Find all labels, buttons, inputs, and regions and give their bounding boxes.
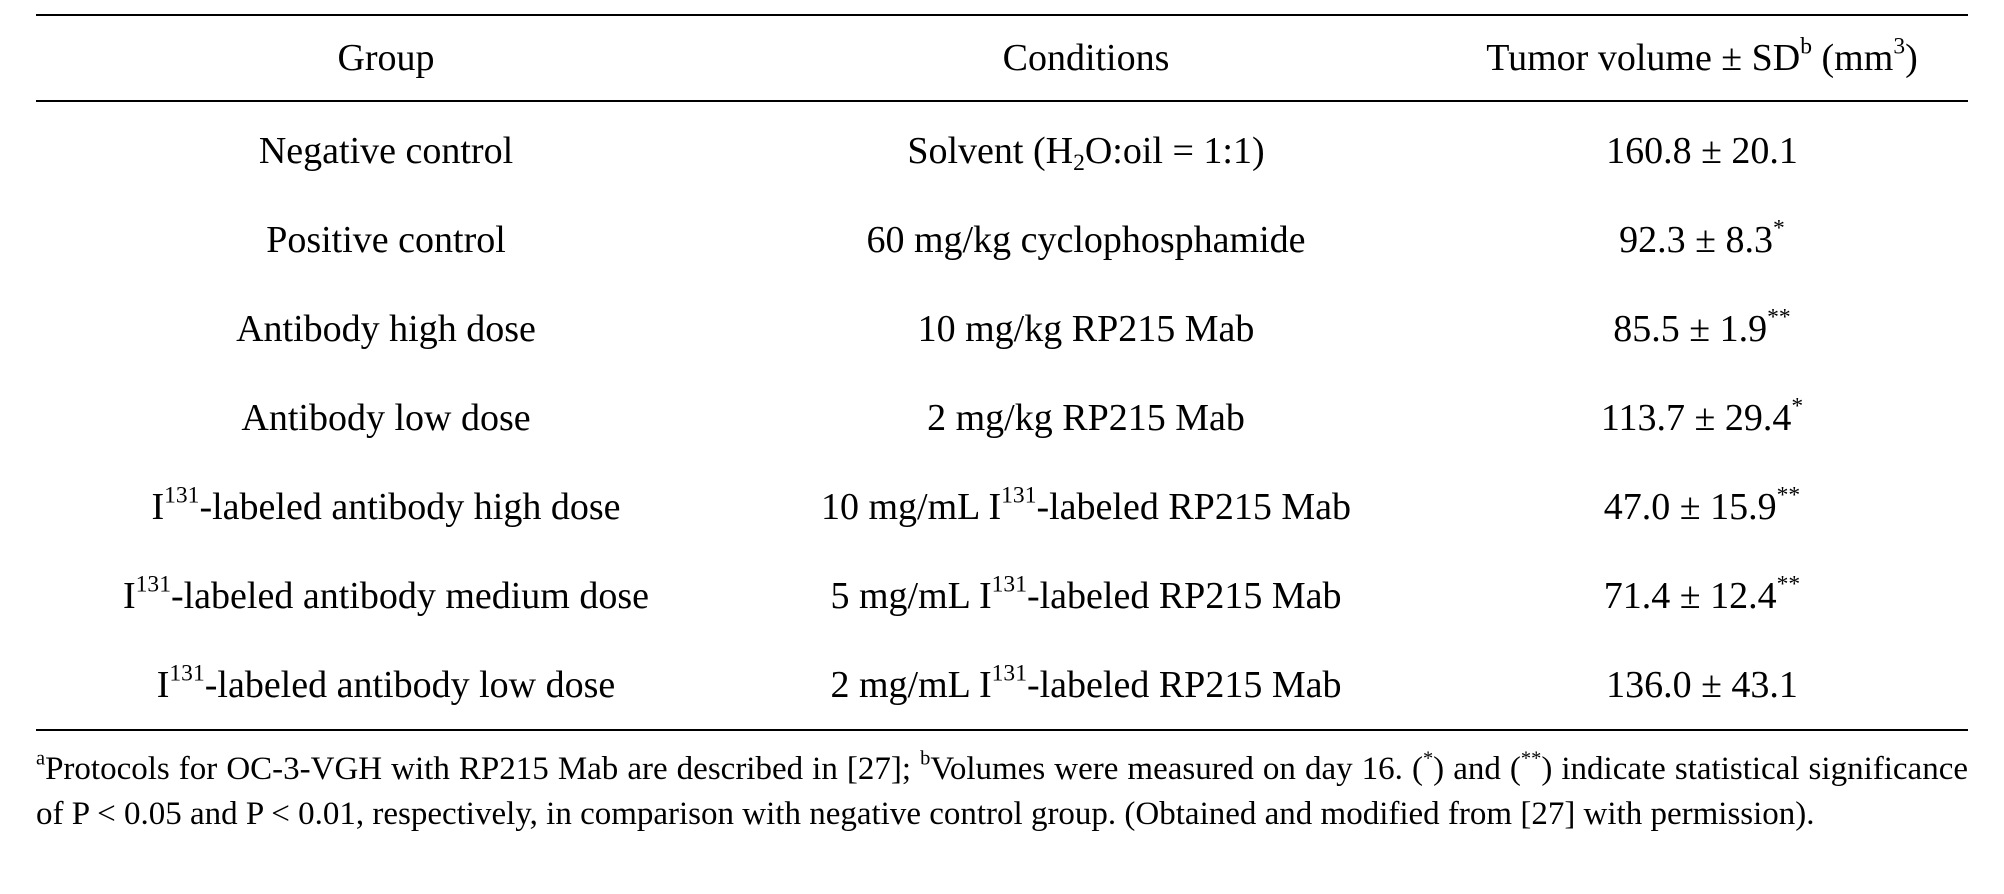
- conditions-subscript: 2: [1073, 149, 1085, 176]
- footnote-star-single: *: [1422, 747, 1434, 770]
- group-isotope-mass: 131: [169, 660, 205, 687]
- conditions-text: 10 mg/kg RP215 Mab: [917, 307, 1255, 350]
- footnote-b-text: Volumes were measured on day 16. (: [930, 751, 1423, 787]
- conditions-text-rest: -labeled RP215 Mab: [1026, 574, 1342, 617]
- tumor-volume-table: Group Conditions Tumor volume ± SDb (mm3…: [36, 16, 1968, 729]
- conditions-isotope-mass: 131: [1001, 482, 1037, 509]
- conditions-isotope-mass: 131: [991, 660, 1027, 687]
- conditions-text: 2 mg/kg RP215 Mab: [927, 396, 1245, 439]
- group-text: Positive control: [266, 218, 506, 261]
- group-text: I: [122, 574, 136, 617]
- volume-value: 85.5 ± 1.9: [1613, 307, 1768, 350]
- cell-conditions: 2 mg/kg RP215 Mab: [736, 373, 1436, 462]
- header-rule: [36, 100, 1968, 102]
- group-text-rest: -labeled antibody medium dose: [170, 574, 650, 617]
- table-row: I131-labeled antibody low dose 2 mg/mL I1…: [36, 640, 1968, 729]
- volume-value: 136.0 ± 43.1: [1606, 663, 1798, 706]
- significance-mark: **: [1767, 304, 1791, 331]
- conditions-text: 2 mg/mL I: [830, 663, 992, 706]
- group-text-rest: -labeled antibody high dose: [199, 485, 621, 528]
- cell-tumor-volume: 160.8 ± 20.1: [1436, 102, 1968, 195]
- header-tumor-volume: Tumor volume ± SDb (mm3): [1436, 16, 1968, 100]
- cell-conditions: Solvent (H2O:oil = 1:1): [736, 102, 1436, 195]
- table-body: Negative control Solvent (H2O:oil = 1:1) 1…: [36, 102, 1968, 729]
- cell-tumor-volume: 85.5 ± 1.9**: [1436, 284, 1968, 373]
- conditions-text: 5 mg/mL I: [830, 574, 992, 617]
- group-isotope-mass: 131: [135, 571, 171, 598]
- group-text: I: [151, 485, 165, 528]
- group-text: Negative control: [258, 129, 514, 172]
- cell-group: Negative control: [36, 102, 736, 195]
- cell-group: I131-labeled antibody high dose: [36, 462, 736, 551]
- footnote-mark-b: b: [920, 747, 931, 770]
- cell-group: Antibody high dose: [36, 284, 736, 373]
- footnote-end-text: ) indicate statistical significance of P…: [36, 751, 1968, 832]
- cell-tumor-volume: 47.0 ± 15.9**: [1436, 462, 1968, 551]
- cell-tumor-volume: 113.7 ± 29.4*: [1436, 373, 1968, 462]
- bottom-rule: [36, 729, 1968, 731]
- group-text: Antibody low dose: [241, 396, 531, 439]
- footnote-star-double: **: [1520, 747, 1542, 770]
- table-footnote: aProtocols for OC-3-VGH with RP215 Mab a…: [36, 747, 1968, 837]
- table-row: Antibody low dose 2 mg/kg RP215 Mab 113.7 …: [36, 373, 1968, 462]
- conditions-text-rest: -labeled RP215 Mab: [1036, 485, 1351, 528]
- cell-conditions: 10 mg/kg RP215 Mab: [736, 284, 1436, 373]
- table-row: I131-labeled antibody medium dose 5 mg/mL…: [36, 551, 1968, 640]
- header-unit-close: ): [1905, 37, 1918, 79]
- cell-tumor-volume: 136.0 ± 43.1: [1436, 640, 1968, 729]
- cell-conditions: 2 mg/mL I131-labeled RP215 Mab: [736, 640, 1436, 729]
- header-footnote-mark: b: [1800, 33, 1813, 60]
- significance-mark: **: [1776, 482, 1801, 509]
- cell-group: I131-labeled antibody low dose: [36, 640, 736, 729]
- group-isotope-mass: 131: [164, 482, 200, 509]
- table-document: Group Conditions Tumor volume ± SDb (mm3…: [36, 14, 1968, 837]
- footnote-mid-text: ) and (: [1433, 751, 1521, 787]
- footnote-mark-a: a: [36, 747, 46, 770]
- significance-mark: *: [1791, 393, 1804, 420]
- header-tumor-volume-label: Tumor volume ± SD: [1486, 37, 1801, 79]
- volume-value: 92.3 ± 8.3: [1619, 218, 1774, 261]
- table-row: I131-labeled antibody high dose 10 mg/mL …: [36, 462, 1968, 551]
- volume-value: 113.7 ± 29.4: [1600, 396, 1792, 439]
- group-text-rest: -labeled antibody low dose: [204, 663, 616, 706]
- group-text: Antibody high dose: [236, 307, 536, 350]
- cell-group: Antibody low dose: [36, 373, 736, 462]
- cell-tumor-volume: 71.4 ± 12.4**: [1436, 551, 1968, 640]
- cell-tumor-volume: 92.3 ± 8.3*: [1436, 195, 1968, 284]
- conditions-text-rest: -labeled RP215 Mab: [1026, 663, 1342, 706]
- conditions-text: 10 mg/mL I: [821, 485, 1002, 528]
- cell-conditions: 60 mg/kg cyclophosphamide: [736, 195, 1436, 284]
- header-row: Group Conditions Tumor volume ± SDb (mm3…: [36, 16, 1968, 100]
- cell-conditions: 5 mg/mL I131-labeled RP215 Mab: [736, 551, 1436, 640]
- footnote-a-text: Protocols for OC-3-VGH with RP215 Mab ar…: [45, 751, 921, 787]
- group-text: I: [156, 663, 170, 706]
- cell-group: Positive control: [36, 195, 736, 284]
- cell-conditions: 10 mg/mL I131-labeled RP215 Mab: [736, 462, 1436, 551]
- conditions-text-rest: O:oil = 1:1): [1084, 129, 1265, 172]
- significance-mark: **: [1776, 571, 1801, 598]
- volume-value: 47.0 ± 15.9: [1603, 485, 1777, 528]
- top-rule: [36, 14, 1968, 16]
- table-row: Negative control Solvent (H2O:oil = 1:1) 1…: [36, 102, 1968, 195]
- header-unit-open: (mm: [1812, 37, 1894, 79]
- conditions-text: 60 mg/kg cyclophosphamide: [866, 218, 1306, 261]
- header-unit-exponent: 3: [1893, 33, 1906, 60]
- volume-value: 71.4 ± 12.4: [1603, 574, 1777, 617]
- table-row: Antibody high dose 10 mg/kg RP215 Mab 85.5…: [36, 284, 1968, 373]
- header-conditions: Conditions: [1002, 37, 1170, 79]
- table-row: Positive control 60 mg/kg cyclophosphamid…: [36, 195, 1968, 284]
- conditions-text: Solvent (H: [907, 129, 1074, 172]
- conditions-isotope-mass: 131: [991, 571, 1027, 598]
- cell-group: I131-labeled antibody medium dose: [36, 551, 736, 640]
- volume-value: 160.8 ± 20.1: [1606, 129, 1798, 172]
- header-group: Group: [337, 37, 435, 79]
- significance-mark: *: [1773, 215, 1785, 242]
